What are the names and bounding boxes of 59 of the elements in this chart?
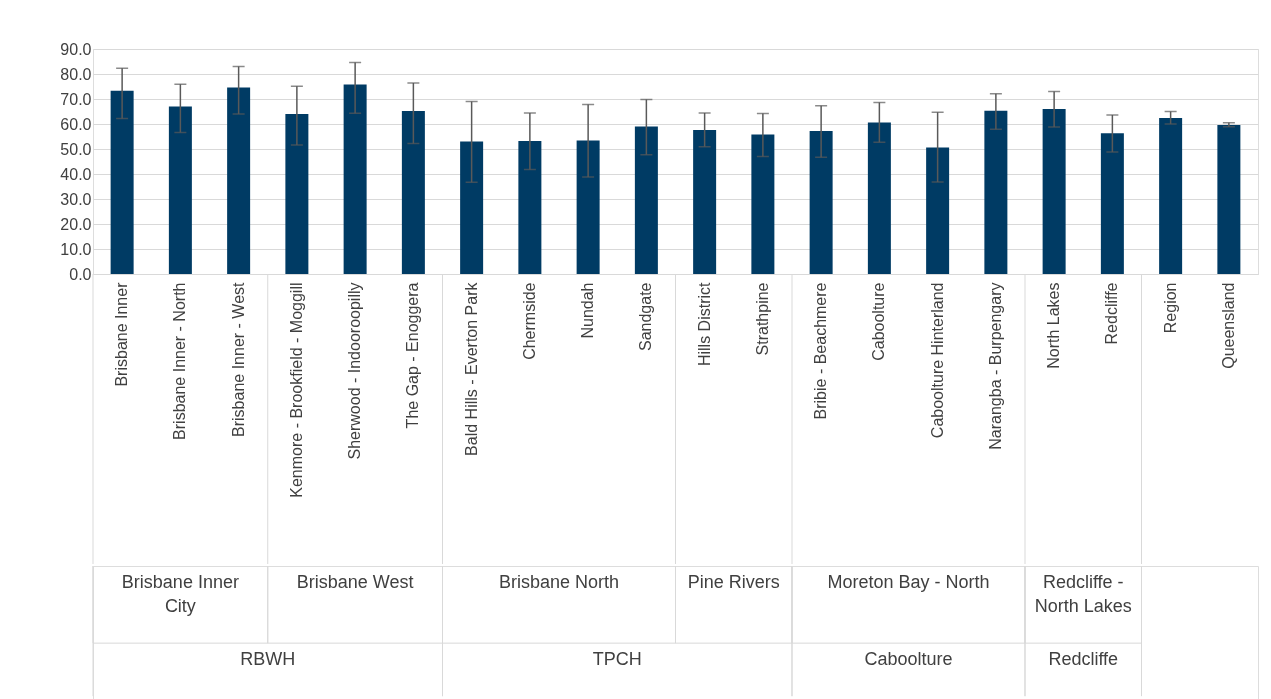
bar [1159,118,1183,274]
y-tick-label: 90.0 [60,40,92,58]
bar [634,126,658,274]
y-tick-label: 10.0 [60,240,92,258]
bar [110,90,134,274]
bar [227,87,251,274]
bar [1042,109,1066,274]
x-tick-label: Region [1161,282,1179,334]
x-tick-label: Queensland [1219,282,1237,369]
x-tick-label: Bald Hills - Everton Park [462,281,480,456]
bar [460,141,484,274]
y-tick-label: 0.0 [69,265,92,283]
text: TPCH [592,648,642,669]
text: Moreton Bay - North [827,571,990,592]
bar [576,140,600,274]
x-tick-label: The Gap - Enoggera [404,282,422,429]
bar [168,106,192,274]
y-tick-label: 50.0 [60,140,92,158]
bar [984,110,1008,274]
y-tick-label: 30.0 [60,190,92,208]
bar [343,84,367,274]
x-tick-label: Hills District [695,281,713,367]
text: RBWH [240,648,296,669]
x-tick-label: Brisbane Inner - West [229,281,247,437]
x-tick-label: Brisbane Inner - North [171,282,189,440]
bar [693,130,717,274]
x-tick-label: Strathpine [753,282,771,356]
bar [518,141,542,274]
x-tick-label: Bribie - Beachmere [812,282,830,420]
text: Brisbane West [296,571,414,592]
x-tick-label: Nundah [579,282,597,339]
x-tick-label: Kenmore - Brookfield - Moggill [287,282,305,498]
text: Caboolture [864,648,953,669]
y-tick-label: 40.0 [60,165,92,183]
text: Brisbane North [498,571,620,592]
text: Brisbane Inner City [121,571,239,616]
y-tick-label: 60.0 [60,115,92,133]
text: Pine Rivers [687,571,780,592]
x-tick-label: Chermside [520,282,538,360]
y-tick-label: 20.0 [60,215,92,233]
x-tick-label: Caboolture [870,282,888,361]
y-tick-label: 70.0 [60,90,92,108]
x-tick-label: Narangba - Burpengary [986,282,1004,450]
bar [751,134,775,274]
bar [809,131,833,274]
x-tick-label: Caboolture Hinterland [928,282,946,439]
x-tick-label: Brisbane Inner [113,281,131,387]
x-tick-label: Sherwood - Indooroopilly [346,282,364,460]
bar [285,114,309,274]
bar [867,122,891,274]
x-tick-label: North Lakes [1045,282,1063,369]
text: Redcliffe - North Lakes [1034,571,1132,616]
x-tick-label: Redcliffe [1103,282,1121,345]
bar [1100,133,1124,274]
bar [401,111,425,274]
bar [926,147,950,274]
x-tick-label: Sandgate [637,282,655,352]
text: Redcliffe [1048,648,1119,669]
y-tick-label: 80.0 [60,65,92,83]
